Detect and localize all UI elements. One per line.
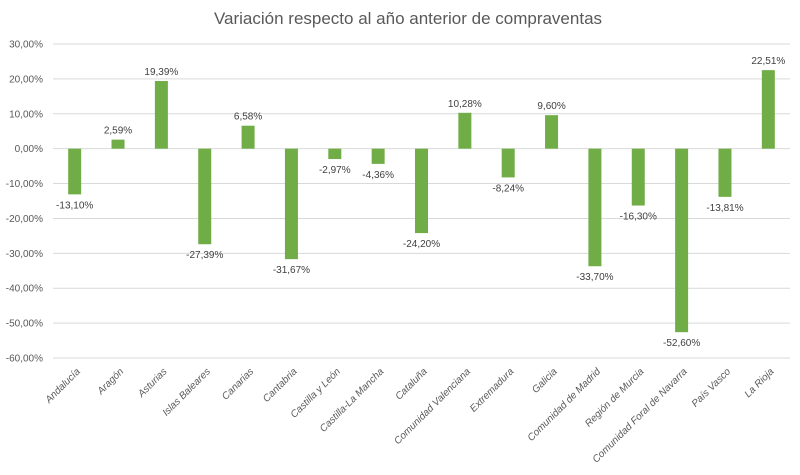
bar	[588, 148, 602, 267]
data-label: -31,67%	[273, 265, 310, 276]
bar	[111, 139, 125, 149]
y-tick-label: 30,00%	[9, 40, 43, 51]
bar	[675, 148, 689, 333]
data-label: -33,70%	[576, 272, 613, 283]
y-tick-label: -40,00%	[6, 284, 43, 295]
x-category-label: País Vasco	[690, 366, 734, 410]
y-tick-label: -20,00%	[6, 214, 43, 225]
data-label: 6,58%	[234, 112, 262, 123]
data-label: -13,10%	[56, 200, 93, 211]
bar	[761, 70, 775, 149]
bar	[284, 148, 298, 260]
data-label: 19,39%	[144, 67, 178, 78]
y-tick-label: 0,00%	[15, 144, 43, 155]
data-label: -52,60%	[663, 338, 700, 349]
bar	[415, 148, 428, 234]
data-label: 22,51%	[751, 56, 785, 67]
bar	[631, 148, 645, 206]
bar	[371, 148, 385, 164]
bar	[198, 148, 212, 245]
bar	[501, 148, 515, 178]
bar	[241, 125, 255, 149]
y-tick-label: 10,00%	[9, 109, 43, 120]
bar	[458, 112, 472, 149]
x-category-label: Andalucía	[43, 366, 83, 406]
data-label: -4,36%	[362, 170, 394, 181]
data-label: -27,39%	[186, 250, 223, 261]
x-category-label: Extremadura	[468, 366, 517, 415]
data-label: -8,24%	[492, 183, 524, 194]
bar	[328, 148, 342, 160]
x-category-label: Galicia	[530, 366, 560, 396]
data-label: 9,60%	[537, 101, 565, 112]
data-label: -24,20%	[403, 239, 440, 250]
chart-title: Variación respecto al año anterior de co…	[214, 9, 602, 28]
data-label: -2,97%	[319, 165, 351, 176]
bar	[545, 115, 559, 149]
data-label: -13,81%	[706, 203, 743, 214]
data-label: -16,30%	[620, 212, 657, 223]
x-category-label: Cantabria	[261, 366, 300, 405]
x-category-label: Asturias	[135, 366, 169, 400]
bar	[718, 148, 732, 197]
data-label: 2,59%	[104, 126, 132, 137]
bar	[68, 148, 82, 195]
y-tick-label: -10,00%	[6, 179, 43, 190]
bar	[154, 81, 168, 149]
y-tick-label: -60,00%	[6, 354, 43, 365]
y-tick-label: -50,00%	[6, 319, 43, 330]
data-label: 10,28%	[448, 99, 482, 110]
x-category-label: Comunidad de Madrid	[526, 366, 604, 444]
x-category-label: Cataluña	[394, 366, 430, 402]
y-tick-label: -30,00%	[6, 249, 43, 260]
x-category-label: Canarias	[220, 366, 256, 402]
x-category-label: Comunidad Foral de Navarra	[591, 366, 690, 465]
x-category-label: Comunidad Valenciana	[392, 366, 473, 447]
y-tick-label: 20,00%	[9, 74, 43, 85]
x-category-label: Aragón	[95, 366, 127, 398]
x-category-label: La Rioja	[743, 366, 777, 400]
